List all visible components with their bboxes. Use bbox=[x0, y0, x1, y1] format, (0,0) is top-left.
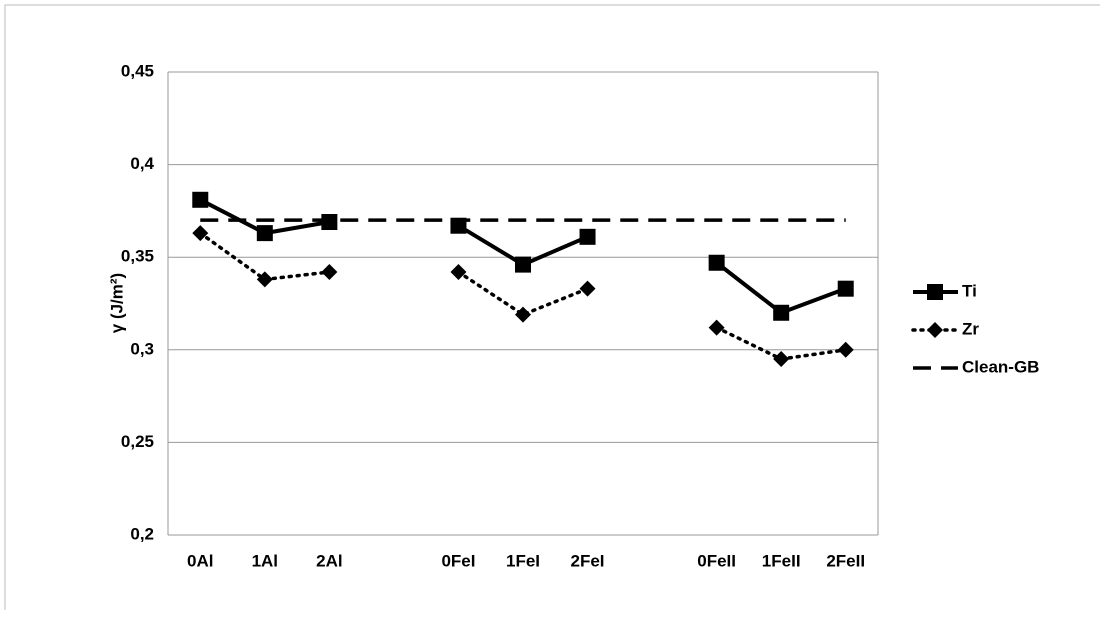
marker bbox=[927, 322, 943, 338]
marker bbox=[708, 254, 725, 271]
x-tick-label: 2FeI bbox=[571, 551, 605, 570]
x-tick-label: 1Al bbox=[252, 551, 278, 570]
marker bbox=[192, 225, 209, 242]
marker bbox=[321, 214, 338, 231]
x-tick-label: 1FeII bbox=[762, 551, 801, 570]
marker bbox=[256, 271, 273, 288]
x-tick-label: 0Al bbox=[187, 551, 213, 570]
marker bbox=[708, 319, 725, 336]
frame bbox=[4, 4, 1100, 610]
x-tick-label: 1FeI bbox=[506, 551, 540, 570]
y-tick-label: 0,4 bbox=[130, 154, 154, 173]
marker bbox=[579, 228, 596, 245]
y-tick-label: 0,25 bbox=[121, 432, 154, 451]
x-tick-label: 0FeI bbox=[441, 551, 475, 570]
series-line bbox=[456, 270, 590, 317]
legend-label: Clean-GB bbox=[962, 357, 1039, 376]
marker bbox=[256, 225, 273, 242]
marker bbox=[927, 284, 943, 300]
marker bbox=[192, 191, 209, 208]
legend-label: Ti bbox=[962, 281, 977, 300]
y-tick-label: 0,3 bbox=[130, 339, 154, 358]
marker bbox=[515, 306, 531, 323]
marker bbox=[837, 341, 854, 358]
marker bbox=[450, 264, 467, 281]
marker bbox=[579, 280, 596, 297]
x-tick-label: 2FeII bbox=[826, 551, 865, 570]
legend-label: Zr bbox=[962, 319, 979, 338]
marker bbox=[321, 264, 338, 281]
marker bbox=[515, 256, 531, 273]
x-tick-label: 2Al bbox=[316, 551, 342, 570]
y-tick-label: 0,2 bbox=[130, 524, 154, 543]
marker bbox=[773, 304, 790, 321]
marker bbox=[837, 280, 854, 297]
x-tick-label: 0FeII bbox=[697, 551, 736, 570]
y-tick-label: 0,35 bbox=[121, 247, 154, 266]
marker bbox=[773, 351, 790, 368]
y-axis-title: γ (J/m²) bbox=[107, 273, 126, 333]
y-tick-label: 0,45 bbox=[121, 61, 154, 80]
